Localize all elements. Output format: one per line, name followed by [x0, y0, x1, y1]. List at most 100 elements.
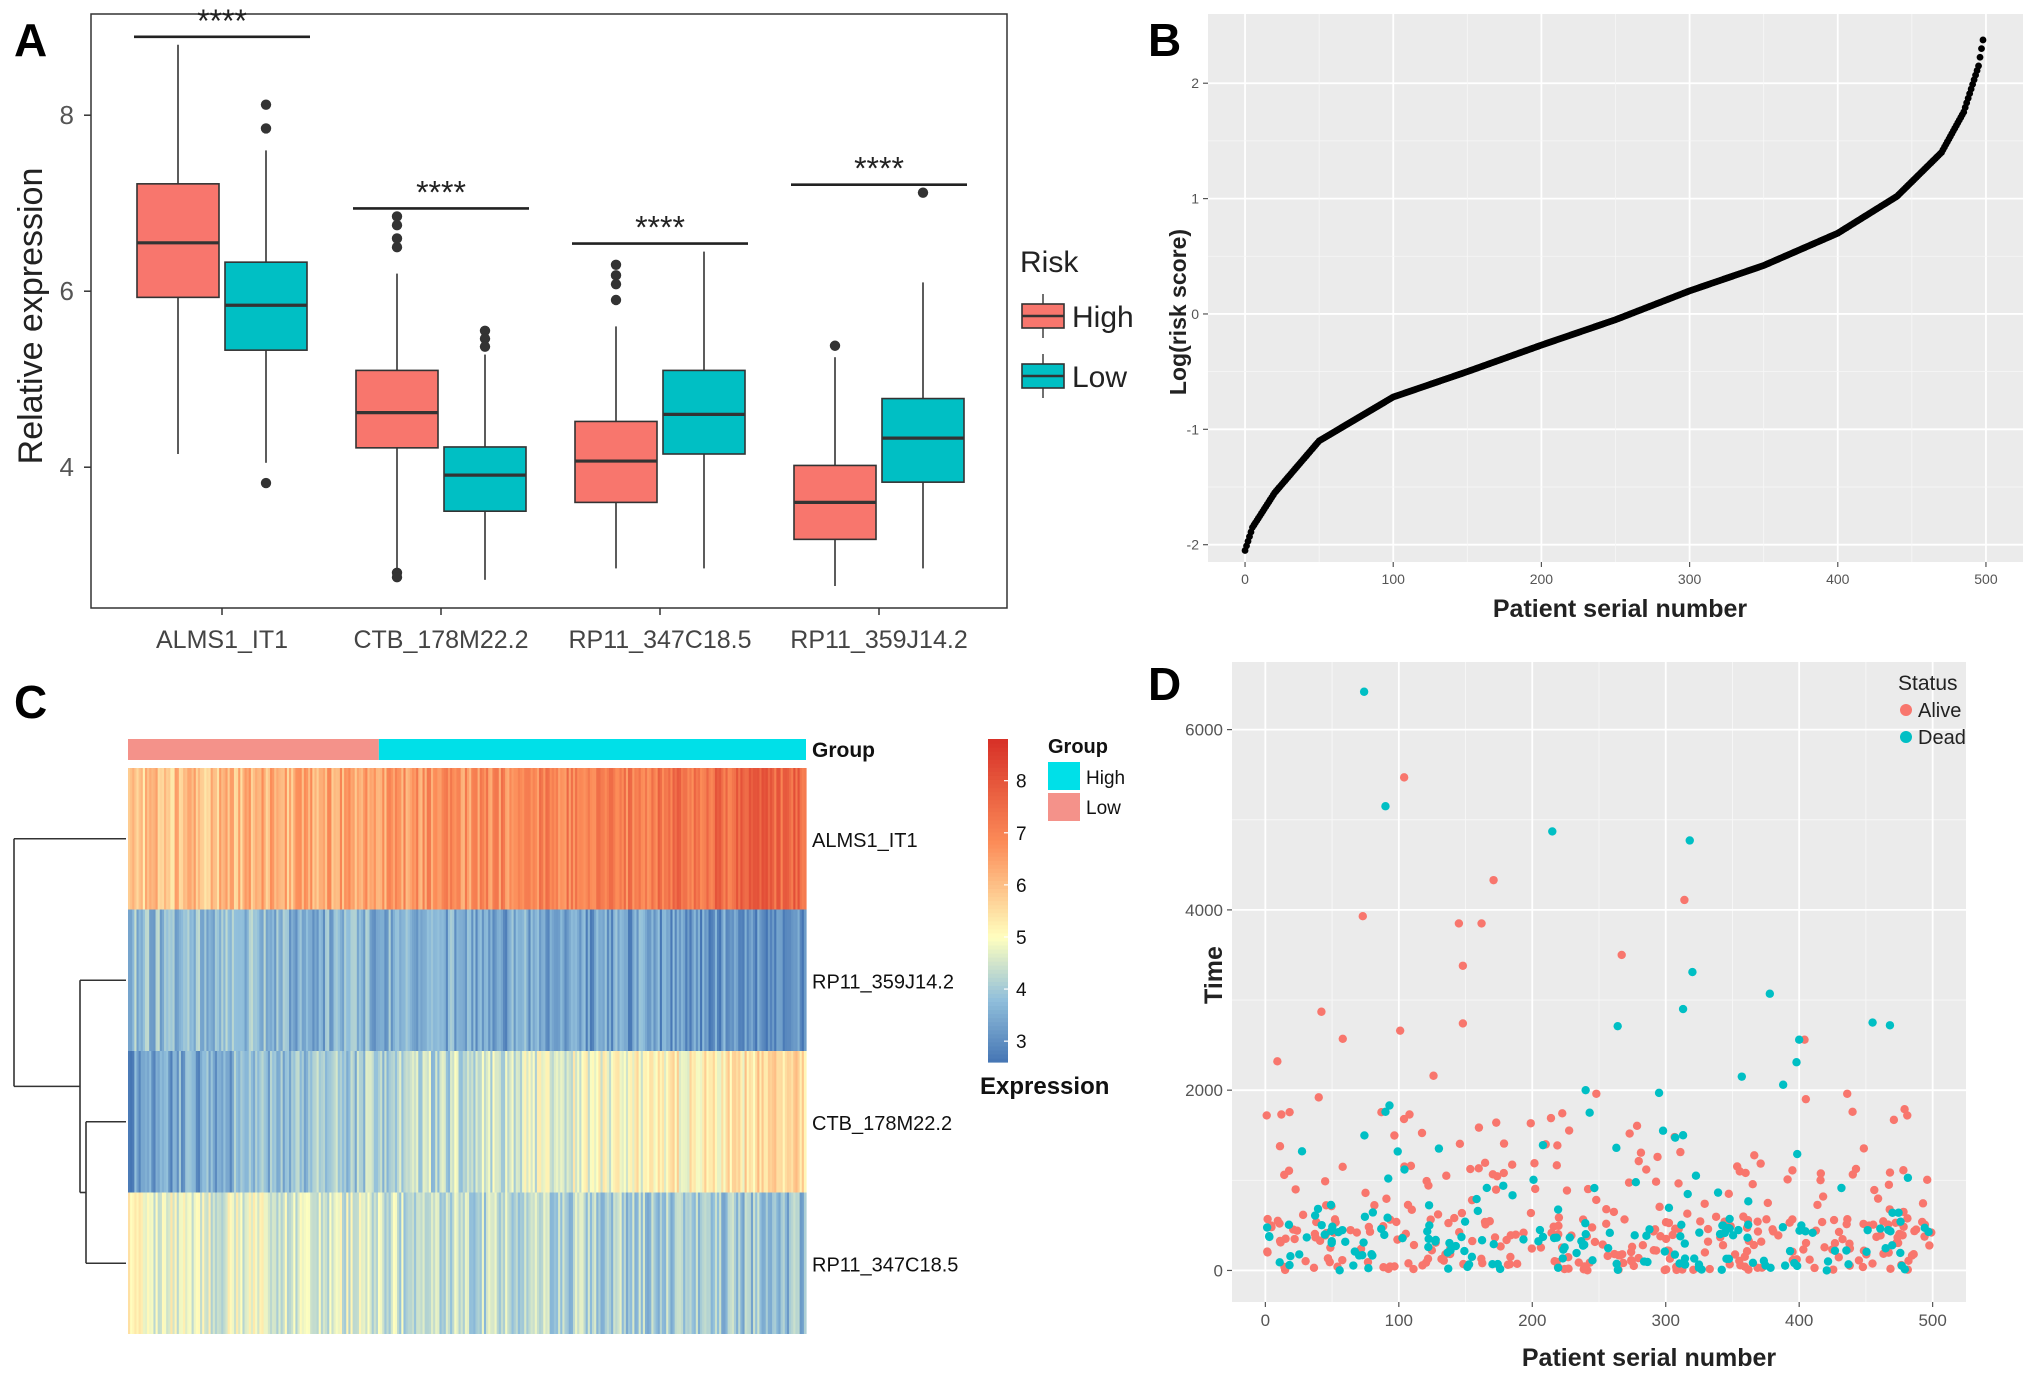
heatmap-cell: [767, 1192, 771, 1334]
alive-point: [1838, 1235, 1847, 1244]
group-bar-label: Group: [812, 739, 875, 762]
heatmap-cell: [801, 1051, 805, 1193]
alive-point: [1885, 1168, 1895, 1177]
heatmap-cell: [187, 1051, 191, 1193]
alive-point: [1705, 1264, 1714, 1274]
heatmap-cell: [238, 1192, 241, 1334]
heatmap-cell: [644, 909, 648, 1051]
heatmap-cell: [615, 768, 619, 910]
heatmap-cell: [532, 909, 536, 1051]
heatmap-cell: [651, 909, 655, 1051]
heatmap-cell: [390, 909, 394, 1051]
heatmap-cell: [153, 768, 157, 910]
heatmap-cell: [700, 1051, 703, 1193]
heatmap-cell: [450, 909, 453, 1051]
color-scale-segment: [988, 1017, 1008, 1023]
heatmap-cell: [297, 1192, 301, 1334]
heatmap-cell: [441, 1192, 445, 1334]
heatmap-cell: [541, 909, 544, 1051]
heatmap-cell: [581, 1051, 585, 1193]
alive-point: [1651, 1177, 1661, 1186]
alive-point: [1634, 1156, 1643, 1166]
heatmap-cell: [164, 1192, 167, 1334]
heatmap-cell: [509, 909, 513, 1051]
heatmap-cell: [333, 1192, 337, 1334]
dead-point: [1380, 1230, 1389, 1240]
heatmap-cell: [693, 909, 697, 1051]
heatmap-cell: [322, 1051, 326, 1193]
heatmap-cell: [358, 768, 362, 910]
heatmap-cell: [488, 1051, 491, 1193]
alive-point: [1756, 1159, 1765, 1168]
heatmap-cell: [202, 1192, 205, 1334]
heatmap-cell: [505, 1192, 508, 1334]
heatmap-cell: [519, 1051, 523, 1193]
legend-entry-label: Low: [1072, 361, 1127, 394]
alive-point: [1338, 1034, 1347, 1043]
heatmap-cell: [619, 1051, 623, 1193]
heatmap-cell: [433, 1051, 436, 1193]
heatmap-cell: [469, 909, 472, 1051]
heatmap-cell: [589, 1192, 593, 1334]
dead-point: [1645, 1225, 1654, 1234]
heatmap-cell: [613, 1051, 616, 1193]
heatmap-cell: [433, 768, 436, 910]
heatmap-cell: [378, 1192, 381, 1334]
heatmap-cell: [621, 1051, 625, 1193]
risk-score-point: [1976, 53, 1984, 61]
dead-point: [1359, 1238, 1368, 1247]
heatmap-cell: [312, 909, 316, 1051]
heatmap-cell: [759, 1051, 763, 1193]
heatmap-cell: [435, 1192, 438, 1334]
alive-point: [1562, 1186, 1572, 1195]
heatmap-cell: [517, 1051, 521, 1193]
heatmap-cell: [320, 1192, 324, 1334]
heatmap-cell: [206, 1192, 210, 1334]
heatmap-cell: [452, 768, 455, 910]
heatmap-cell: [500, 1192, 504, 1334]
heatmap-cell: [223, 768, 227, 910]
heatmap-cell: [456, 1051, 460, 1193]
alive-point: [1433, 1210, 1443, 1219]
heatmap-cell: [161, 909, 165, 1051]
heatmap-cell: [678, 768, 682, 910]
heatmap-cell: [356, 909, 360, 1051]
dead-point: [1508, 1191, 1517, 1200]
heatmap-cell: [585, 909, 589, 1051]
alive-point: [1382, 1194, 1391, 1203]
heatmap-cell: [174, 1192, 178, 1334]
heatmap-cell: [276, 909, 280, 1051]
heatmap-cell: [128, 768, 131, 910]
heatmap-cell: [615, 1051, 619, 1193]
heatmap-cell: [166, 1051, 169, 1193]
heatmap-cell: [344, 909, 347, 1051]
color-scale-segment: [988, 1005, 1008, 1011]
alive-point: [1783, 1175, 1792, 1184]
heatmap-cell: [265, 768, 269, 910]
heatmap-cell: [314, 768, 318, 910]
heatmap-cell: [575, 909, 578, 1051]
heatmap-cell: [471, 1192, 474, 1334]
heatmap-cell: [598, 1192, 602, 1334]
heatmap-cell: [644, 768, 648, 910]
heatmap-cell: [625, 768, 629, 910]
dead-point: [1482, 1183, 1492, 1193]
heatmap-cell: [297, 768, 301, 910]
heatmap-cell: [339, 1192, 343, 1334]
heatmap-cell: [335, 1051, 339, 1193]
heatmap-cell: [693, 1051, 697, 1193]
alive-point: [1638, 1241, 1648, 1250]
alive-point: [1813, 1200, 1822, 1210]
heatmap-cell: [731, 1192, 735, 1334]
heatmap-cell: [195, 1051, 199, 1193]
heatmap-cell: [388, 768, 392, 910]
heatmap-cell: [272, 909, 275, 1051]
dead-point: [1460, 1217, 1470, 1226]
alive-point: [1655, 1202, 1664, 1212]
heatmap-cell: [782, 909, 786, 1051]
heatmap-cell: [473, 909, 477, 1051]
heatmap-cell: [197, 909, 201, 1051]
heatmap-cell: [206, 909, 210, 1051]
heatmap-cell: [348, 768, 352, 910]
